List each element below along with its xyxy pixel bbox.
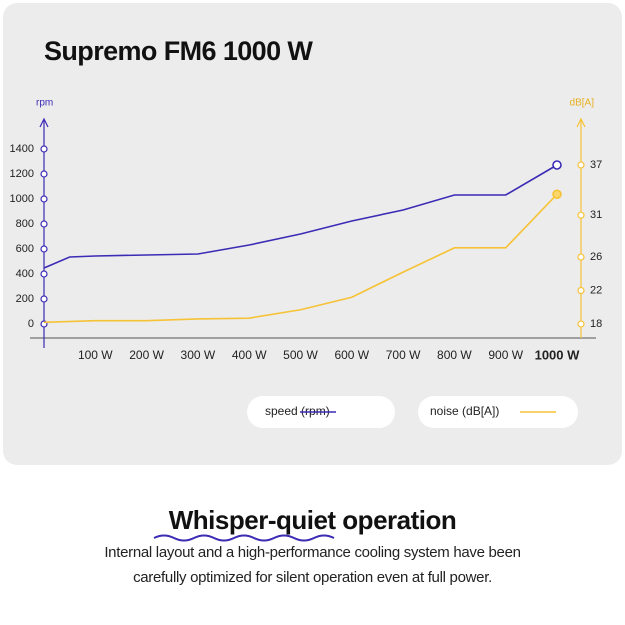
legend-label: noise (dB[A]) (430, 404, 499, 418)
y2-tick-marker (577, 253, 585, 261)
y-axis-arrow (39, 117, 49, 128)
underline-squiggle (153, 534, 335, 542)
y-tick-marker (40, 295, 48, 303)
x-tick-label: 800 W (437, 348, 472, 362)
x-tick-label: 100 W (78, 348, 113, 362)
y2-tick-label: 18 (590, 318, 602, 330)
y-tick-marker (40, 220, 48, 228)
y-tick-marker (40, 195, 48, 203)
footer-text: Internal layout and a high-performance c… (104, 544, 521, 586)
end-marker (552, 160, 562, 170)
y2-tick-marker (577, 320, 585, 328)
y2-tick-label: 22 (590, 284, 602, 296)
footer: Whisper-quiet operation Internal layout … (0, 505, 625, 590)
y-tick-marker (40, 245, 48, 253)
x-tick-label: 500 W (283, 348, 318, 362)
series-line (43, 164, 558, 269)
y-axis-label: rpm (36, 98, 53, 109)
y-tick-marker (40, 270, 48, 278)
chart-card (3, 3, 622, 465)
y2-tick-marker (577, 161, 585, 169)
y-tick-label: 200 (16, 293, 34, 305)
y-tick-label: 0 (28, 318, 34, 330)
x-tick-label: 300 W (181, 348, 216, 362)
y-tick-label: 600 (16, 243, 34, 255)
x-tick-label: 600 W (334, 348, 369, 362)
x-tick-label: 700 W (386, 348, 421, 362)
chart: Supremo FM6 1000 W rpm dB[A] 0 200 400 600 8… (3, 3, 622, 465)
y2-tick-marker (577, 211, 585, 219)
y2-tick-label: 31 (590, 209, 602, 221)
y-tick-label: 1400 (10, 143, 34, 155)
series-line (43, 193, 558, 324)
x-tick-label: 900 W (488, 348, 523, 362)
y-tick-label: 1200 (10, 168, 34, 180)
y2-axis-arrow (576, 117, 586, 128)
x-tick-label: 400 W (232, 348, 267, 362)
y-tick-label: 400 (16, 268, 34, 280)
legend-pill (418, 396, 578, 428)
legend-label: speed (rpm) (265, 404, 330, 418)
y2-tick-label: 37 (590, 159, 602, 171)
footer-heading: Whisper-quiet operation (168, 505, 457, 535)
y-tick-label: 800 (16, 218, 34, 230)
end-marker (552, 189, 562, 200)
y-tick-label: 1000 (10, 193, 34, 205)
y-tick-marker (40, 145, 48, 153)
y-tick-marker (40, 170, 48, 178)
x-tick-label: 200 W (129, 348, 164, 362)
chart-title: Supremo FM6 1000 W (44, 36, 313, 66)
y2-axis-label: dB[A] (570, 98, 595, 109)
x-tick-label: 1000 W (535, 347, 581, 362)
y2-tick-label: 26 (590, 251, 602, 263)
y2-tick-marker (577, 286, 585, 295)
